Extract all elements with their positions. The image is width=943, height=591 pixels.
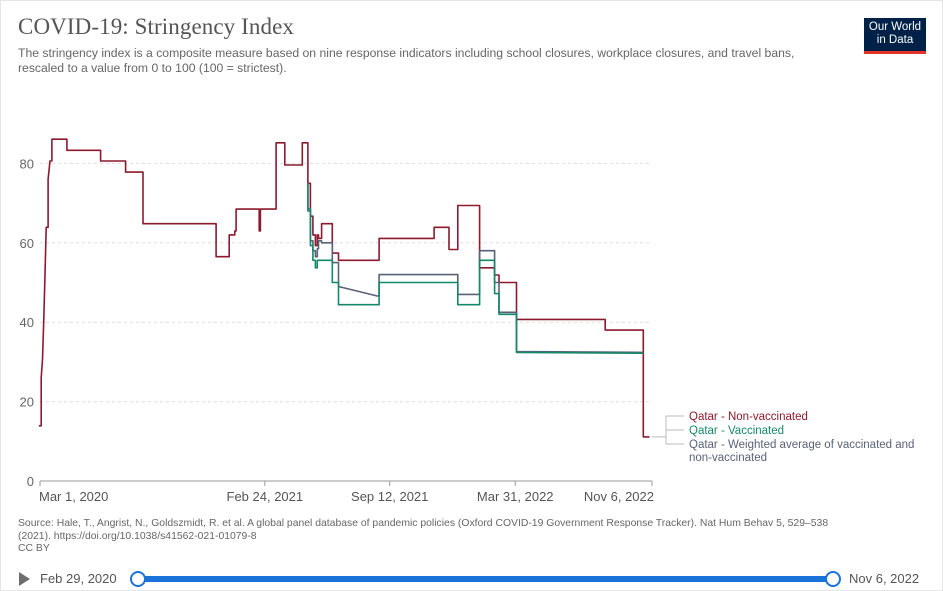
legend-connector [651,415,684,438]
timeline-end-handle[interactable] [825,571,841,587]
x-tick-label: Sep 12, 2021 [351,489,428,504]
legend-label-weighted-2: non-vaccinated [689,452,767,464]
timeline-track[interactable] [138,576,832,582]
chart-subtitle: The stringency index is a composite meas… [18,46,795,75]
series-line-nonvaccinated [38,138,650,438]
y-tick-label: 40 [20,315,34,330]
y-tick-label: 60 [20,236,34,251]
timeline-start-handle[interactable] [130,571,146,587]
line-chart: 0 20 40 60 80 Mar 1, 2020 Feb 24, 2021 Sep 12, … [20,138,914,504]
x-tick-label: Feb 24, 2021 [227,489,304,504]
x-tick-label: Nov 6, 2022 [584,489,654,504]
legend-label-weighted: Qatar - Weighted average of vaccinated a… [689,439,914,451]
legend-label-nonvaccinated: Qatar - Non-vaccinated [689,411,808,423]
y-tick-label: 0 [27,474,34,489]
license: CC BY [18,543,50,554]
source-line-2: (2021). https://doi.org/10.1038/s41562-0… [18,530,257,542]
owid-logo[interactable]: Our World in Data [864,18,926,54]
timeline-start-label: Feb 29, 2020 [40,571,117,586]
logo-line-2: in Data [876,33,914,46]
play-icon[interactable] [19,572,30,586]
legend-label-vaccinated: Qatar - Vaccinated [689,425,784,437]
timeline-end-label: Nov 6, 2022 [849,571,920,586]
y-tick-label: 80 [20,156,34,171]
chart-title: COVID-19: Stringency Index [18,14,294,39]
timeline: Feb 29, 2020 Nov 6, 2022 [0,566,943,591]
logo-line-1: Our World [868,21,922,33]
source-line-1: Source: Hale, T., Angrist, N., Goldszmid… [18,518,829,529]
series-line-vaccinated [307,183,644,354]
source-note: Source: Hale, T., Angrist, N., Goldszmid… [18,518,898,556]
series-line-weighted [307,183,644,354]
legend-connector [665,436,684,445]
legend-connector [665,429,684,437]
x-tick-label: Mar 1, 2020 [39,489,108,504]
logo-accent-bar [864,51,926,54]
x-tick-label: Mar 31, 2022 [477,489,554,504]
y-tick-label: 20 [20,395,34,410]
